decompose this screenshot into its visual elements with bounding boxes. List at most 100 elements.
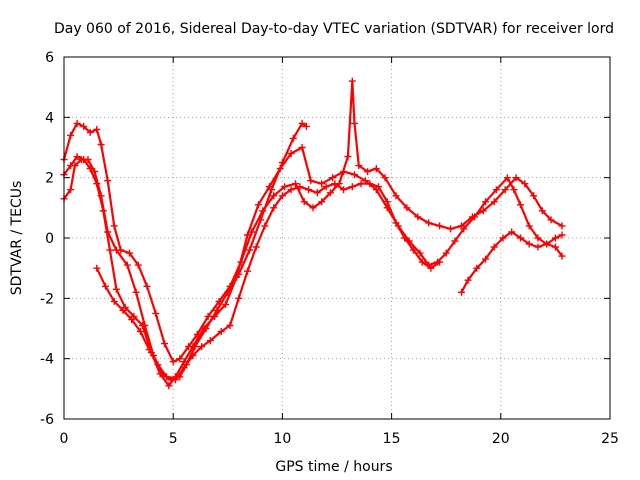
data-point <box>344 153 352 161</box>
data-point <box>418 258 426 266</box>
data-point <box>287 186 295 194</box>
data-point <box>176 355 184 363</box>
series-5 <box>458 228 566 296</box>
data-point <box>351 171 358 179</box>
data-point <box>468 213 476 221</box>
data-point <box>252 243 260 251</box>
data-point <box>198 343 206 351</box>
y-tick-label: 4 <box>45 110 54 126</box>
data-point <box>117 246 125 254</box>
y-tick-label: 2 <box>45 171 54 187</box>
data-point <box>97 141 105 148</box>
data-point <box>143 282 151 290</box>
data-point <box>180 358 188 366</box>
data-point <box>154 361 162 369</box>
data-point <box>427 264 435 272</box>
series-line <box>62 122 308 381</box>
data-point <box>278 192 286 200</box>
data-point <box>261 222 269 230</box>
data-point <box>222 300 230 308</box>
data-point <box>67 186 75 194</box>
data-point <box>510 186 518 194</box>
data-point <box>534 243 542 251</box>
data-point <box>102 282 109 290</box>
data-point <box>217 328 225 335</box>
series-1 <box>60 119 310 384</box>
x-tick-label: 0 <box>60 431 69 447</box>
data-point <box>318 198 326 206</box>
data-point <box>163 373 171 381</box>
data-point <box>270 192 278 200</box>
data-point <box>351 119 358 127</box>
data-point <box>206 337 214 345</box>
data-point <box>73 119 81 127</box>
data-point <box>482 255 489 263</box>
data-point <box>265 183 273 191</box>
data-point <box>375 183 382 191</box>
data-point <box>254 201 262 209</box>
data-point <box>326 189 334 197</box>
data-point <box>322 183 330 191</box>
data-point <box>409 246 417 254</box>
chart-title: Day 060 of 2016, Sidereal Day-to-day VTE… <box>54 21 614 37</box>
y-tick-label: 0 <box>45 231 54 247</box>
data-point <box>392 219 400 227</box>
data-point <box>226 282 234 290</box>
data-point <box>425 219 433 227</box>
data-point <box>134 261 142 269</box>
grid-layer <box>64 57 610 419</box>
data-point <box>139 322 147 329</box>
data-point <box>479 207 487 215</box>
data-point <box>331 180 339 188</box>
data-point <box>93 264 101 272</box>
data-point <box>482 198 489 206</box>
data-point <box>86 128 94 136</box>
y-tick-label: -2 <box>40 291 54 307</box>
data-point <box>193 331 201 338</box>
data-point <box>99 207 107 215</box>
x-tick-label: 5 <box>169 431 178 447</box>
data-point <box>67 131 75 139</box>
data-point <box>547 216 555 224</box>
data-point <box>517 201 524 209</box>
data-point <box>80 156 88 164</box>
data-point <box>276 165 284 173</box>
data-point <box>259 207 267 215</box>
y-tick-label: -4 <box>40 352 54 368</box>
data-point <box>244 267 251 275</box>
data-point <box>128 316 136 323</box>
data-point <box>305 186 313 194</box>
data-point <box>235 294 243 302</box>
data-point <box>521 180 529 188</box>
data-point <box>136 328 144 335</box>
series-line <box>95 182 441 381</box>
data-point <box>538 207 546 215</box>
y-tick-label: 6 <box>45 50 54 66</box>
series-2 <box>60 144 566 390</box>
series-3 <box>60 77 566 366</box>
data-point <box>110 297 118 305</box>
x-tick-label: 20 <box>492 431 510 447</box>
x-tick-label: 10 <box>273 431 291 447</box>
data-point <box>165 382 173 390</box>
data-point <box>525 222 533 230</box>
data-point <box>499 234 507 242</box>
data-point <box>313 189 321 197</box>
data-point <box>401 234 409 242</box>
tick-layer: 0 5 10 15 20 25 -6 -4 -2 0 2 4 6 <box>40 50 619 447</box>
data-point <box>492 186 500 194</box>
data-point <box>161 340 168 348</box>
data-point <box>340 186 348 194</box>
data-point <box>530 192 538 200</box>
data-point <box>93 125 101 133</box>
data-point <box>73 153 81 161</box>
data-point <box>123 261 131 269</box>
data-point <box>501 186 509 194</box>
data-point <box>403 204 411 212</box>
data-point <box>237 258 245 266</box>
data-point <box>156 370 164 378</box>
data-point <box>302 122 310 130</box>
data-point <box>281 183 289 191</box>
data-point <box>534 234 542 242</box>
data-point <box>355 162 363 170</box>
